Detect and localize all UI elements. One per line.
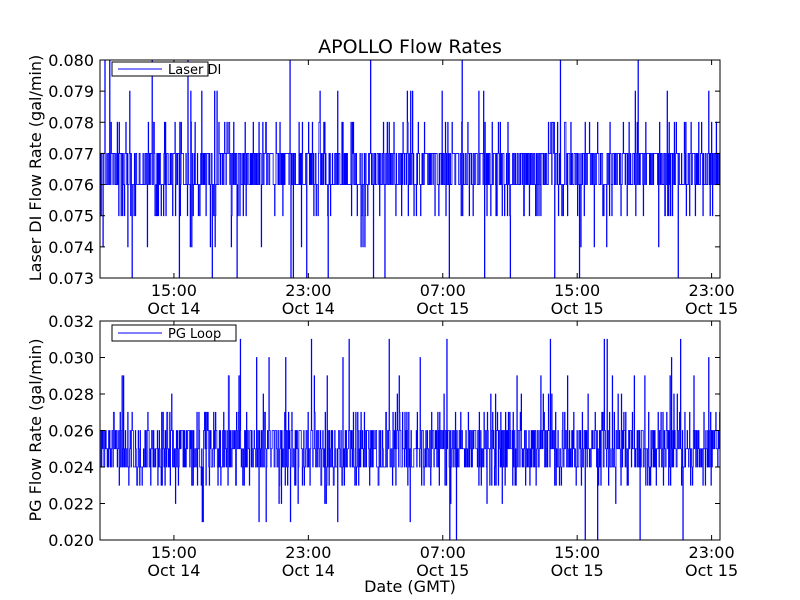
legend: Laser DI bbox=[111, 61, 221, 78]
y-tick-label: 0.024 bbox=[48, 458, 94, 477]
x-tick-label-date: Oct 15 bbox=[416, 299, 469, 318]
y-tick-label: 0.077 bbox=[48, 144, 94, 163]
y-tick-label: 0.020 bbox=[48, 531, 94, 550]
pg-loop-chart: PG Flow Rate (gal/min) Date (GMT) 0.020 0… bbox=[26, 312, 738, 596]
y-tick-label: 0.026 bbox=[48, 422, 94, 441]
legend-box bbox=[111, 324, 237, 342]
series-line-pg-loop bbox=[100, 338, 720, 540]
x-tick-label-date: Oct 15 bbox=[551, 561, 604, 580]
legend: PG Loop bbox=[111, 324, 237, 342]
y-tick-label: 0.075 bbox=[48, 207, 94, 226]
x-tick-label-time: 15:00 bbox=[151, 543, 197, 562]
y-tick-label: 0.073 bbox=[48, 269, 94, 288]
x-axis-label: Date (GMT) bbox=[364, 577, 456, 596]
x-tick-label-date: Oct 14 bbox=[147, 561, 200, 580]
y-tick-label: 0.079 bbox=[48, 82, 94, 101]
x-tick-label-date: Oct 14 bbox=[282, 299, 335, 318]
x-tick-label-date: Oct 14 bbox=[147, 299, 200, 318]
chart-title: APOLLO Flow Rates bbox=[318, 36, 502, 58]
x-tick-label-time: 23:00 bbox=[285, 543, 331, 562]
x-tick-label-date: Oct 15 bbox=[685, 561, 738, 580]
laser-di-chart: APOLLO Flow Rates Laser DI Flow Rate (ga… bbox=[26, 36, 738, 318]
x-tick-label-time: 07:00 bbox=[420, 543, 466, 562]
y-tick-label: 0.022 bbox=[48, 495, 94, 514]
x-tick-label-time: 15:00 bbox=[151, 281, 197, 300]
series-line-laser-di bbox=[100, 60, 720, 278]
y-tick-label: 0.078 bbox=[48, 113, 94, 132]
x-tick-label-time: 15:00 bbox=[554, 281, 600, 300]
y-tick-label: 0.080 bbox=[48, 51, 94, 70]
y-tick-label: 0.074 bbox=[48, 238, 94, 257]
pg-y-axis-label: PG Flow Rate (gal/min) bbox=[26, 339, 45, 522]
x-tick-label-date: Oct 15 bbox=[551, 299, 604, 318]
y-tick-label: 0.032 bbox=[48, 312, 94, 331]
y-tick-label: 0.028 bbox=[48, 385, 94, 404]
laser-di-y-axis-label: Laser DI Flow Rate (gal/min) bbox=[26, 55, 45, 282]
y-tick-label: 0.076 bbox=[48, 176, 94, 195]
x-tick-label-time: 23:00 bbox=[689, 543, 735, 562]
y-tick-label: 0.030 bbox=[48, 349, 94, 368]
legend-label: Laser DI bbox=[168, 63, 221, 78]
x-tick-label-date: Oct 14 bbox=[282, 561, 335, 580]
x-tick-label-time: 23:00 bbox=[285, 281, 331, 300]
x-tick-label-date: Oct 15 bbox=[416, 561, 469, 580]
x-tick-label-time: 15:00 bbox=[554, 543, 600, 562]
plot-frame bbox=[99, 59, 721, 279]
x-tick-label-time: 07:00 bbox=[420, 281, 466, 300]
legend-label: PG Loop bbox=[168, 327, 221, 342]
x-tick-label-date: Oct 15 bbox=[685, 299, 738, 318]
x-tick-label-time: 23:00 bbox=[689, 281, 735, 300]
